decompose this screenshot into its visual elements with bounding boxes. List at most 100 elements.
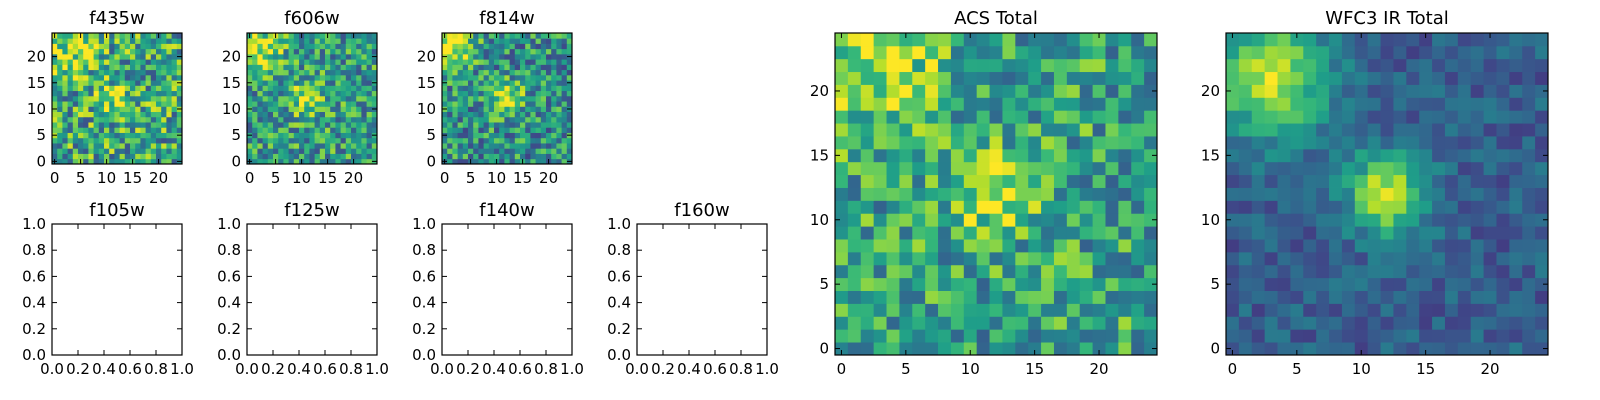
- y-tick-label: 0: [231, 152, 241, 170]
- heatmap-cell: [314, 64, 321, 71]
- heatmap-cell: [319, 74, 326, 81]
- heatmap-cell: [847, 123, 862, 137]
- heatmap-cell: [293, 111, 300, 118]
- heatmap-cell: [566, 101, 573, 107]
- heatmap-cell: [130, 137, 136, 144]
- heatmap-cell: [325, 132, 331, 139]
- heatmap-cell: [873, 187, 887, 201]
- heatmap-cell: [1066, 277, 1081, 291]
- heatmap-cell: [1251, 239, 1266, 253]
- heatmap-cell: [257, 158, 263, 165]
- heatmap-cell: [1470, 84, 1484, 98]
- heatmap-cell: [835, 148, 849, 163]
- heatmap-cell: [514, 153, 521, 160]
- heatmap-cell: [366, 74, 373, 81]
- heatmap-cell: [124, 74, 131, 81]
- heatmap-cell: [847, 226, 862, 240]
- heatmap-cell: [119, 90, 126, 97]
- heatmap-cell: [156, 95, 162, 102]
- heatmap-cell: [104, 85, 110, 92]
- heatmap-cell: [161, 122, 167, 128]
- heatmap-cell: [514, 48, 521, 55]
- heatmap-cell: [1226, 161, 1240, 176]
- heatmap-cell: [499, 69, 505, 76]
- heatmap-cell: [114, 101, 120, 107]
- heatmap-cell: [1131, 58, 1145, 73]
- heatmap-cell: [140, 106, 146, 112]
- heatmap-cell: [278, 137, 284, 144]
- heatmap-cell: [468, 53, 474, 60]
- heatmap-cell: [1002, 303, 1016, 317]
- heatmap-cell: [299, 64, 305, 71]
- heatmap-cell: [1290, 136, 1304, 150]
- heatmap-cell: [860, 251, 875, 266]
- heatmap-cell: [504, 116, 510, 123]
- heatmap-cell: [140, 59, 146, 65]
- heatmap-cell: [1393, 45, 1407, 60]
- heatmap-cell: [83, 85, 89, 92]
- heatmap-cell: [499, 116, 505, 123]
- heatmap-cell: [278, 38, 284, 44]
- heatmap-cell: [1535, 290, 1549, 304]
- heatmap-cell: [1053, 71, 1068, 85]
- heatmap-cell: [1367, 290, 1381, 304]
- heatmap-cell: [1380, 342, 1394, 356]
- heatmap-cell: [319, 116, 326, 123]
- heatmap-cell: [283, 106, 289, 112]
- y-tick-label: 1.0: [22, 215, 46, 233]
- heatmap-cell: [361, 74, 367, 81]
- heatmap-cell: [847, 174, 862, 188]
- heatmap-cell: [546, 90, 552, 97]
- heatmap-cell: [1066, 58, 1081, 73]
- heatmap-cell: [67, 48, 74, 55]
- heatmap-cell: [1419, 161, 1433, 176]
- heatmap-cell: [504, 80, 510, 86]
- heatmap-cell: [299, 53, 305, 60]
- x-tick-label: 20: [344, 169, 363, 187]
- heatmap-cell: [1131, 148, 1145, 163]
- heatmap-cell: [319, 85, 326, 92]
- heatmap-cell: [1457, 187, 1472, 201]
- heatmap-cell: [1144, 303, 1158, 317]
- heatmap-cell: [462, 148, 469, 154]
- heatmap-cell: [561, 90, 568, 97]
- heatmap-cell: [72, 116, 79, 123]
- x-tick-label: 15: [318, 169, 337, 187]
- heatmap-cell: [278, 80, 284, 86]
- heatmap-cell: [150, 106, 157, 112]
- heatmap-cell: [1002, 213, 1016, 227]
- y-tick-label: 0.6: [607, 267, 631, 285]
- y-tick-label: 20: [222, 48, 241, 66]
- y-tick-label: 20: [810, 82, 829, 100]
- heatmap-cell: [873, 290, 887, 304]
- heatmap-cell: [351, 69, 357, 76]
- heatmap-cell: [314, 85, 321, 92]
- heatmap-cell: [83, 38, 89, 44]
- heatmap-cell: [156, 127, 162, 133]
- heatmap-cell: [1028, 264, 1042, 279]
- heatmap-cell: [1028, 110, 1042, 124]
- y-tick-label: 0.8: [22, 241, 46, 259]
- heatmap-cell: [1457, 251, 1472, 266]
- heatmap-cell: [371, 122, 378, 128]
- heatmap-cell: [1053, 187, 1068, 201]
- heatmap-cell: [150, 85, 157, 92]
- heatmap-cell: [252, 69, 258, 76]
- heatmap-cell: [252, 158, 258, 165]
- heatmap-cell: [57, 48, 63, 55]
- heatmap-cell: [488, 43, 495, 50]
- heatmap-cell: [886, 45, 900, 60]
- heatmap-cell: [171, 33, 178, 39]
- heatmap-cell: [556, 137, 562, 144]
- heatmap-cell: [293, 116, 300, 123]
- heatmap-cell: [847, 161, 862, 176]
- heatmap-cell: [514, 111, 521, 118]
- heatmap-cell: [1341, 58, 1356, 73]
- heatmap-cell: [494, 38, 500, 44]
- heatmap-cell: [119, 158, 126, 165]
- heatmap-cell: [278, 127, 284, 133]
- heatmap-cell: [1535, 45, 1549, 60]
- heatmap-cell: [161, 148, 167, 154]
- heatmap-cell: [1118, 251, 1132, 266]
- heatmap-cell: [314, 95, 321, 102]
